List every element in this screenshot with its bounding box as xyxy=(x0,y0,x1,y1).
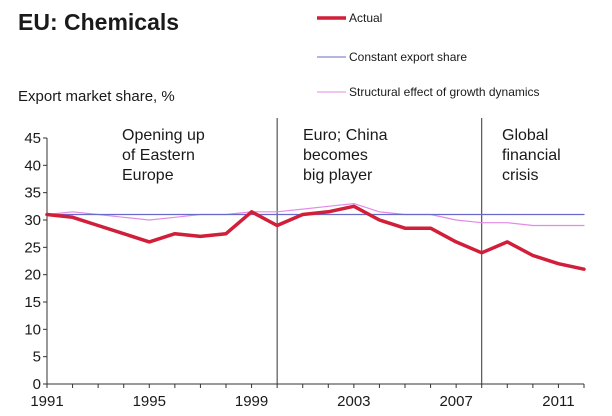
x-tick-label: 2011 xyxy=(542,393,574,410)
y-tick-label: 25 xyxy=(24,239,41,256)
annotation-line: crisis xyxy=(502,167,538,184)
x-tick-label: 2003 xyxy=(337,393,370,410)
y-tick-label: 10 xyxy=(24,321,41,338)
series-lines xyxy=(45,203,586,271)
y-tick-label: 15 xyxy=(24,294,41,311)
annotation-2: Euro; China becomes big player xyxy=(303,127,388,184)
annotations: Opening up of Eastern Europe Euro; China bec… xyxy=(122,127,561,184)
y-tick-label: 40 xyxy=(24,157,41,174)
legend-label: Structural effect of growth dynamics xyxy=(349,85,540,99)
annotation-line: of Eastern xyxy=(122,147,195,164)
x-tick-label: 1995 xyxy=(133,393,166,410)
y-tick-label: 45 xyxy=(24,130,41,147)
annotation-3: Global financial crisis xyxy=(502,127,561,184)
chart-title: EU: Chemicals xyxy=(18,9,179,35)
annotation-line: Global xyxy=(502,127,548,144)
annotation-line: big player xyxy=(303,167,373,184)
series-line-1 xyxy=(45,204,586,271)
legend-label: Constant export share xyxy=(349,50,467,64)
annotation-line: Opening up xyxy=(122,127,205,144)
series-line-3 xyxy=(46,203,585,227)
annotation-line: becomes xyxy=(303,147,368,164)
annotation-1: Opening up of Eastern Europe xyxy=(122,127,205,184)
legend: Actual Constant export share Structural ef… xyxy=(317,11,540,99)
y-tick-label: 20 xyxy=(24,267,41,284)
legend-item-3: Structural effect of growth dynamics xyxy=(317,85,540,99)
axes: 0 5 10 15 20 25 30 35 40 45 1991 1995 1999 2003 2007 20… xyxy=(24,130,585,410)
x-tick-label: 1991 xyxy=(30,393,63,410)
legend-item-1: Actual xyxy=(317,11,382,25)
annotation-line: financial xyxy=(502,147,561,164)
y-tick-label: 30 xyxy=(24,212,41,229)
annotation-line: Euro; China xyxy=(303,127,388,144)
x-tick-label: 2007 xyxy=(439,393,472,410)
x-tick-label: 1999 xyxy=(235,393,268,410)
y-tick-label: 35 xyxy=(24,185,41,202)
legend-label: Actual xyxy=(349,11,382,25)
y-tick-label: 5 xyxy=(33,349,41,366)
annotation-line: Europe xyxy=(122,167,174,184)
y-axis-label: Export market share, % xyxy=(18,88,175,105)
y-tick-label: 0 xyxy=(33,376,41,393)
legend-item-2: Constant export share xyxy=(317,50,467,64)
